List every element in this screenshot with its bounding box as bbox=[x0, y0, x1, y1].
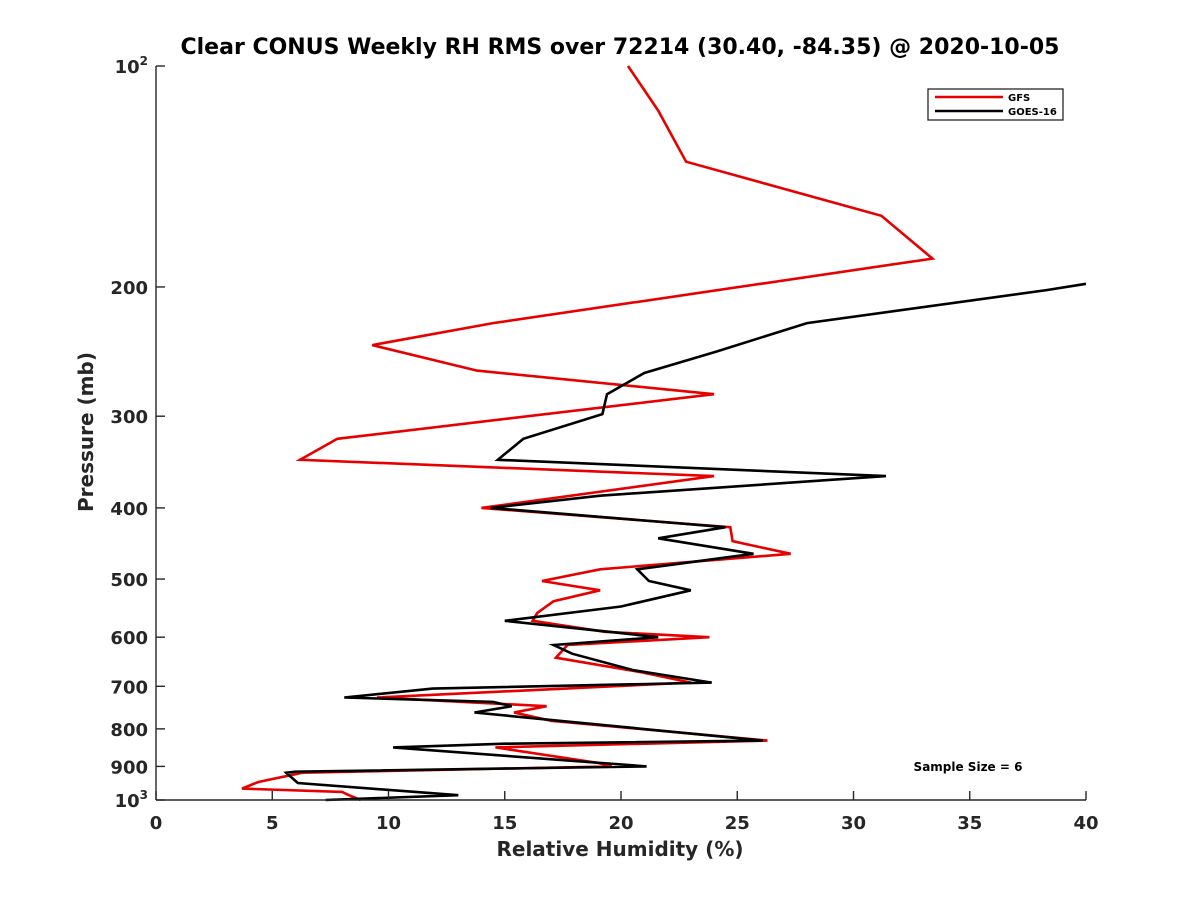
x-tick-label: 5 bbox=[266, 813, 279, 834]
legend: GFS GOES-16 bbox=[927, 88, 1064, 121]
x-tick-label: 15 bbox=[492, 813, 517, 834]
y-tick-label: 500 bbox=[110, 570, 148, 591]
series-layer bbox=[241, 65, 1087, 802]
x-tick-label: 10 bbox=[376, 813, 401, 834]
y-tick-label: 300 bbox=[110, 407, 148, 428]
x-tick-label: 20 bbox=[608, 813, 633, 834]
legend-label-gfs: GFS bbox=[1008, 93, 1030, 104]
plot-area: 0 5 10 15 20 25 30 35 40102200300400500600700800… bbox=[110, 54, 1098, 834]
x-tick-label: 30 bbox=[841, 813, 866, 834]
legend-box bbox=[927, 88, 1064, 121]
chart-title: Clear CONUS Weekly RH RMS over 72214 (30… bbox=[181, 35, 1060, 60]
x-tick-label: 35 bbox=[957, 813, 982, 834]
y-tick-label: 700 bbox=[110, 677, 148, 698]
y-tick-label: 600 bbox=[110, 628, 148, 649]
sample-size-annotation: Sample Size = 6 bbox=[914, 760, 1023, 774]
y-tick-label: 400 bbox=[110, 499, 148, 520]
y-tick-label: 200 bbox=[110, 278, 148, 299]
x-axis-label: Relative Humidity (%) bbox=[496, 837, 743, 861]
series-line-goes16 bbox=[283, 282, 1087, 802]
legend-label-goes16: GOES-16 bbox=[1008, 107, 1057, 118]
x-tick-label: 25 bbox=[725, 813, 750, 834]
y-tick-label: 800 bbox=[110, 720, 148, 741]
axes-layer: 0 5 10 15 20 25 30 35 40102200300400500600700800… bbox=[110, 54, 1098, 834]
x-tick-label: 0 bbox=[150, 813, 163, 834]
x-tick-label: 40 bbox=[1073, 813, 1098, 834]
y-tick-label: 900 bbox=[110, 757, 148, 778]
y-axis-label: Pressure (mb) bbox=[74, 352, 98, 512]
